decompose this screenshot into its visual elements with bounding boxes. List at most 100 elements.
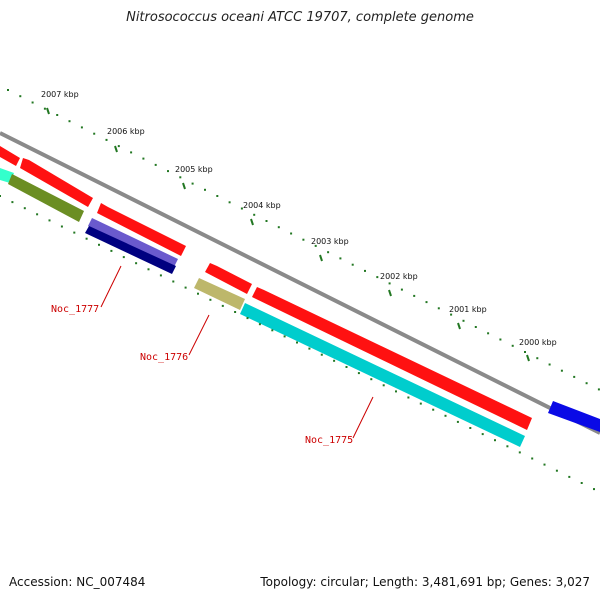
inner-scale-dot — [246, 317, 249, 320]
inner-scale-dot — [122, 256, 125, 259]
inner-scale-dot — [345, 366, 348, 368]
map-title: Nitrosococcus oceani ATCC 19707, complet… — [126, 10, 474, 25]
scale-tick — [526, 354, 530, 362]
outer-scale-dot — [499, 338, 502, 341]
inner-scale-dot — [395, 390, 397, 393]
outer-scale-dot — [154, 163, 157, 166]
inner-scale-dot — [110, 249, 113, 252]
scale-label-2006: 2006 kbp — [107, 127, 145, 136]
scale-label-2007: 2007 kbp — [41, 90, 79, 99]
outer-scale-dot — [462, 319, 465, 322]
scale-tick — [319, 254, 323, 262]
outer-scale-dot — [265, 220, 268, 222]
scale-tick — [114, 145, 118, 153]
outer-scale-dot — [560, 369, 563, 372]
inner-scale-dot — [469, 427, 472, 429]
scale-label-2005: 2005 kbp — [175, 165, 213, 174]
outer-scale-dot — [388, 282, 391, 285]
scale-label-2001: 2001 kbp — [449, 305, 487, 314]
inner-scale-dot — [419, 402, 422, 405]
inner-scale-dot — [258, 323, 261, 326]
outer-scale-dot — [400, 288, 403, 291]
inner-scale-dots — [0, 195, 595, 491]
scale-ticks — [46, 107, 530, 362]
outer-scale-dot — [573, 375, 576, 378]
outer-scale-dot — [548, 363, 551, 366]
inner-scale-dot — [36, 213, 39, 216]
inner-scale-dot — [555, 469, 558, 472]
gene-forward-noc-1775[interactable] — [252, 287, 532, 430]
inner-scale-dot — [283, 335, 286, 338]
outer-scale-dot — [351, 263, 354, 266]
gene-forward-blue[interactable] — [548, 401, 600, 432]
outer-scale-dots — [7, 89, 600, 391]
gene-forward-2[interactable] — [20, 158, 93, 207]
inner-scale-dot — [296, 341, 298, 344]
outer-scale-dot — [142, 157, 145, 160]
scale-tick — [182, 182, 186, 190]
inner-scale-dot — [531, 457, 534, 460]
inner-scale-dot — [543, 463, 546, 466]
inner-scale-dot — [135, 262, 138, 265]
accession-text: Accession: NC_007484 — [9, 575, 146, 589]
outer-scale-dot — [425, 301, 428, 304]
outer-scale-dot — [376, 276, 379, 279]
gene-reverse-slateblue[interactable] — [88, 218, 178, 267]
genome-summary-text: Topology: circular; Length: 3,481,691 bp… — [260, 575, 590, 589]
outer-scale-dot — [117, 145, 120, 148]
genome-backbone — [0, 131, 600, 435]
inner-scale-dot — [494, 439, 496, 442]
leader-noc-1776 — [188, 314, 210, 356]
outer-scale-dot — [524, 351, 526, 353]
outer-scale-dot — [253, 213, 256, 216]
outer-scale-dot — [450, 313, 453, 316]
inner-scale-dot — [370, 378, 373, 381]
scale-tick — [250, 218, 254, 226]
inner-scale-dot — [172, 280, 175, 283]
inner-scale-dot — [159, 274, 162, 277]
outer-scale-dot — [80, 126, 83, 129]
gene-forward-4[interactable] — [205, 263, 252, 294]
gene-reverse-khaki-noc-1776[interactable] — [194, 278, 245, 310]
outer-scale-dot — [167, 170, 169, 173]
gene-label-noc-1775[interactable]: Noc_1775 — [305, 435, 353, 446]
outer-scale-dot — [597, 388, 600, 391]
outer-scale-dot — [7, 89, 9, 91]
gene-reverse-navy-noc-1777[interactable] — [85, 226, 176, 274]
inner-scale-dot — [209, 298, 212, 301]
inner-scale-dot — [11, 201, 14, 204]
outer-scale-dot — [56, 114, 59, 116]
gene-forward-1[interactable] — [0, 146, 20, 166]
inner-scale-dot — [568, 475, 571, 478]
gene-forward-3[interactable] — [97, 203, 186, 256]
inner-scale-dot — [184, 286, 187, 289]
gene-label-noc-1777[interactable]: Noc_1777 — [51, 304, 99, 315]
inner-scale-dot — [0, 195, 1, 197]
inner-scale-dot — [444, 414, 447, 417]
gene-reverse-cyan[interactable] — [240, 303, 525, 447]
scale-label-2004: 2004 kbp — [243, 201, 281, 210]
inner-scale-dot — [221, 304, 224, 307]
outer-scale-dot — [413, 294, 416, 297]
gene-reverse-olive[interactable] — [8, 174, 84, 222]
scale-label-2003: 2003 kbp — [311, 237, 349, 246]
inner-scale-dot — [320, 353, 323, 356]
leader-noc-1775 — [352, 396, 374, 439]
scale-tick — [46, 107, 50, 115]
inner-scale-dot — [432, 408, 435, 411]
outer-scale-dot — [93, 132, 96, 135]
inner-scale-dot — [48, 219, 51, 222]
inner-scale-dot — [23, 207, 26, 210]
outer-scale-dot — [290, 232, 293, 235]
outer-scale-dot — [536, 357, 539, 360]
inner-scale-dot — [197, 292, 199, 295]
gene-label-noc-1776[interactable]: Noc_1776 — [140, 352, 188, 363]
inner-scale-dot — [60, 225, 63, 228]
outer-scale-dot — [68, 120, 71, 123]
outer-scale-dot — [327, 251, 330, 254]
inner-scale-dot — [580, 482, 583, 484]
inner-scale-dot — [456, 420, 459, 423]
outer-scale-dot — [364, 269, 366, 272]
